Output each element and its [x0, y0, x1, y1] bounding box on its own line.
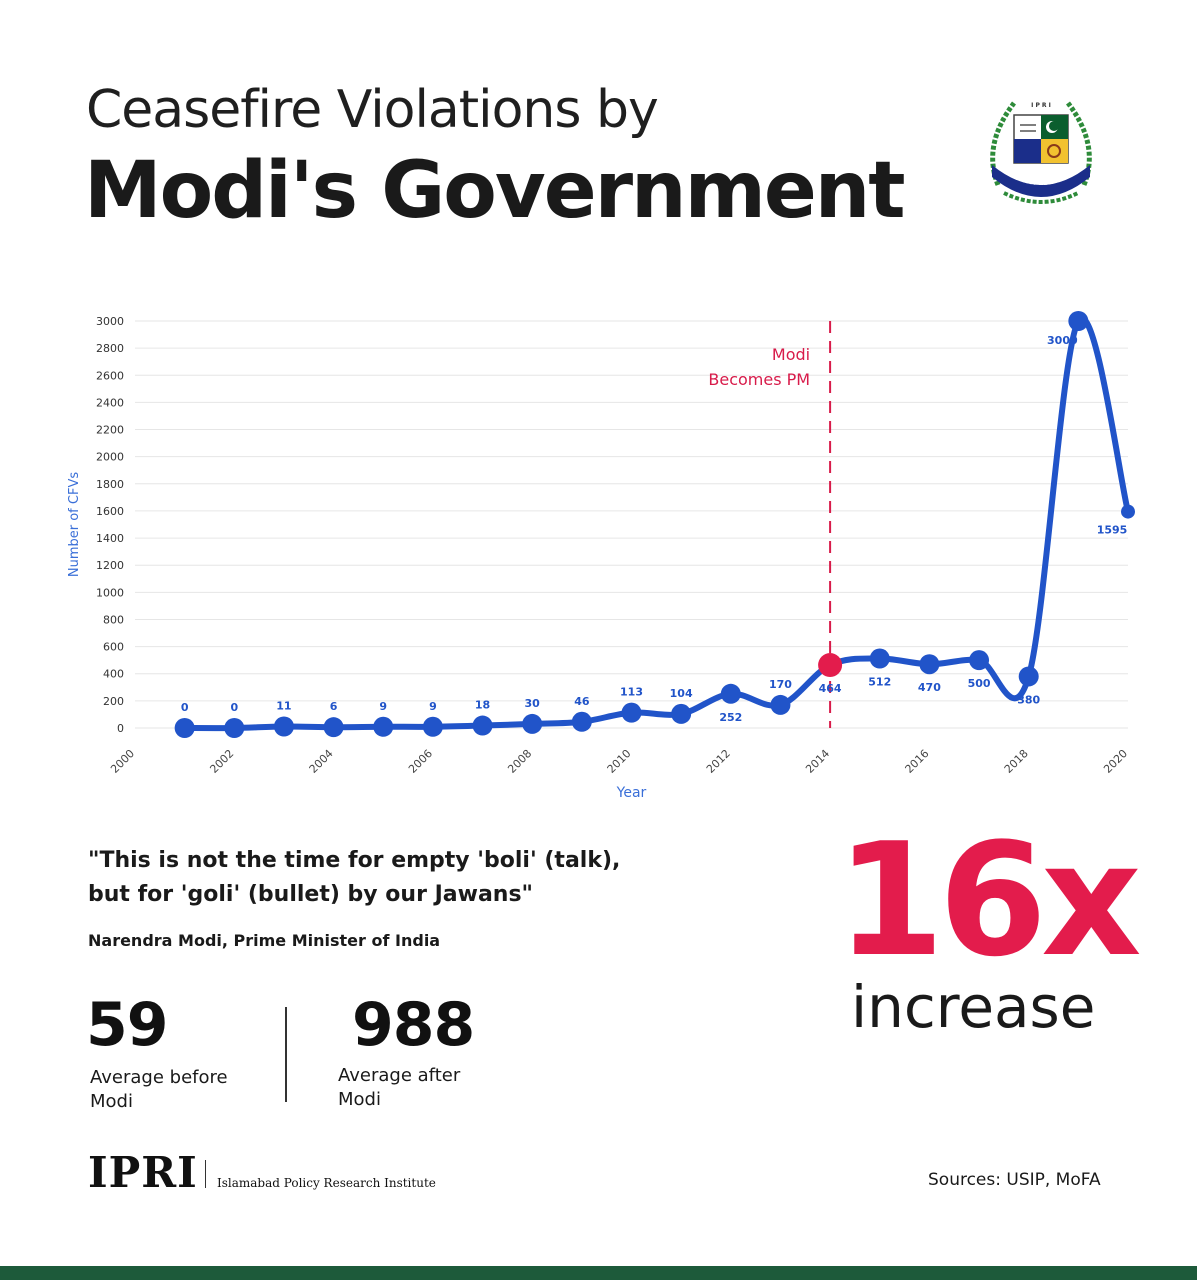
y-tick-label: 1800	[96, 478, 124, 491]
ipri-wordmark: IPRI	[88, 1148, 198, 1197]
data-point	[1068, 311, 1089, 331]
stat-divider	[285, 1007, 287, 1102]
data-point	[969, 650, 990, 671]
data-label: 500	[968, 677, 991, 690]
stat-before-label: Average before Modi	[90, 1066, 270, 1114]
stat-after-value: 988	[352, 990, 475, 1060]
data-point	[818, 653, 843, 678]
data-point	[1121, 504, 1135, 519]
x-tick-label: 2012	[704, 747, 733, 776]
data-label: 113	[620, 686, 643, 699]
y-tick-label: 1200	[96, 559, 124, 572]
data-label: 380	[1017, 693, 1040, 706]
data-point	[373, 716, 394, 737]
y-tick-label: 2000	[96, 451, 124, 464]
data-label: 104	[670, 687, 693, 700]
x-tick-label: 2016	[903, 747, 932, 776]
footer-bar	[0, 1266, 1197, 1280]
data-label: 0	[181, 701, 189, 714]
y-tick-label: 1000	[96, 586, 124, 599]
data-point	[174, 718, 195, 738]
data-label: 30	[525, 697, 541, 710]
y-tick-label: 2400	[96, 396, 124, 409]
stat-after-label-line-1: Average after	[338, 1065, 461, 1086]
stat-after-label: Average after Modi	[338, 1064, 518, 1112]
x-tick-label: 2018	[1002, 747, 1031, 776]
x-tick-label: 2004	[307, 747, 336, 776]
data-label: 9	[429, 700, 437, 713]
y-tick-label: 600	[103, 641, 124, 654]
shield-icon	[1013, 114, 1069, 164]
logo-monogram: I P R I	[1031, 102, 1051, 109]
annotation-line-2: Becomes PM	[708, 370, 810, 389]
data-label: 470	[918, 681, 941, 694]
x-tick-label: 2010	[605, 747, 634, 776]
y-tick-label: 400	[103, 668, 124, 681]
y-tick-label: 2800	[96, 342, 124, 355]
data-label: 9	[379, 700, 387, 713]
title-line-2: Modi's Government	[84, 146, 906, 236]
cfv-line-chart: 0200400600800100012001400160018002000220…	[67, 311, 1135, 801]
sources-note: Sources: USIP, MoFA	[928, 1170, 1101, 1190]
data-label: 11	[276, 700, 291, 713]
x-tick-label: 2006	[406, 747, 435, 776]
y-tick-label: 1400	[96, 532, 124, 545]
x-axis-title: Year	[616, 785, 647, 801]
x-tick-label: 2008	[505, 747, 534, 776]
stat-before-label-line-1: Average before	[90, 1067, 228, 1088]
data-point	[919, 654, 940, 675]
quote: "This is not the time for empty 'boli' (…	[88, 844, 648, 912]
data-point	[224, 718, 245, 738]
quote-line-1: "This is not the time for empty 'boli' (…	[88, 848, 621, 873]
data-label: 464	[819, 682, 842, 695]
quote-line-2: but for 'goli' (bullet) by our Jawans"	[88, 882, 534, 907]
stat-before-value: 59	[86, 990, 168, 1060]
y-tick-label: 200	[103, 695, 124, 708]
data-point	[273, 716, 294, 737]
increase-label: increase	[851, 973, 1096, 1041]
ipri-logo: I P R I ISLAMABAD POLICY RESEARCH INSTIT…	[978, 85, 1092, 204]
data-point	[671, 703, 692, 724]
data-label: 1595	[1097, 524, 1128, 537]
data-label: 6	[330, 700, 338, 713]
data-point	[571, 711, 592, 732]
increase-multiplier: 16x	[836, 809, 1142, 991]
ipri-full-name: Islamabad Policy Research Institute	[217, 1176, 436, 1190]
title-line-1: Ceasefire Violations by	[86, 80, 659, 140]
wordmark-divider	[205, 1160, 206, 1188]
y-tick-label: 3000	[96, 315, 124, 328]
annotation-line-1: Modi	[772, 345, 810, 364]
data-point	[472, 715, 493, 736]
data-label: 252	[719, 711, 742, 724]
data-point	[621, 702, 642, 723]
data-label: 46	[574, 695, 590, 708]
y-tick-label: 2200	[96, 424, 124, 437]
data-point	[1018, 666, 1039, 687]
x-tick-label: 2000	[108, 747, 137, 776]
data-label: 18	[475, 699, 490, 712]
data-point	[323, 717, 344, 738]
data-label: 170	[769, 678, 792, 691]
data-point	[422, 716, 443, 737]
stat-before-label-line-2: Modi	[90, 1091, 133, 1112]
data-point	[522, 713, 543, 734]
stat-after-label-line-2: Modi	[338, 1089, 381, 1110]
x-tick-label: 2002	[207, 747, 236, 776]
data-point	[770, 694, 791, 715]
x-tick-label: 2020	[1101, 747, 1130, 776]
y-tick-label: 2600	[96, 369, 124, 382]
y-tick-label: 0	[117, 722, 124, 735]
data-label: 3000	[1047, 334, 1078, 347]
data-label: 512	[868, 676, 891, 689]
quote-attribution: Narendra Modi, Prime Minister of India	[88, 931, 441, 950]
data-label: 0	[230, 701, 238, 714]
data-point	[720, 683, 741, 704]
x-tick-label: 2014	[803, 747, 832, 776]
data-point	[869, 648, 890, 669]
y-tick-label: 1600	[96, 505, 124, 518]
y-tick-label: 800	[103, 613, 124, 626]
y-axis-title: Number of CFVs	[67, 472, 82, 577]
